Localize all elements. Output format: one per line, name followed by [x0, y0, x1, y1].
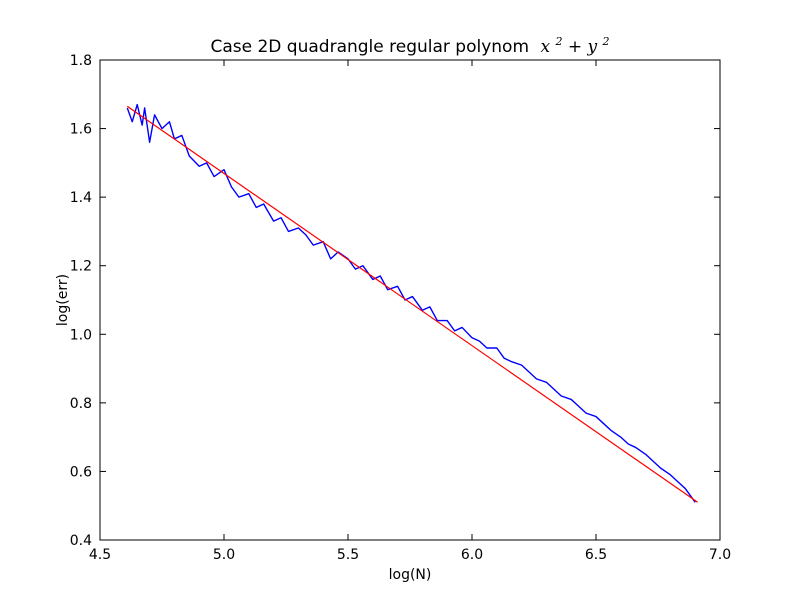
x-tick-label: 6.5	[585, 547, 607, 563]
chart-title-math-x: x	[540, 37, 550, 57]
plot-series	[126, 103, 699, 503]
x-tick-label: 5.0	[213, 547, 235, 563]
y-tick-label: 0.8	[70, 396, 92, 412]
x-tick-label: 5.5	[337, 547, 359, 563]
plot-frame	[99, 59, 721, 541]
x-axis-ticks: 4.5 5.0 5.5 6.0 6.5 7.0	[89, 60, 731, 563]
y-tick-label: 1.8	[70, 53, 92, 69]
data-line-series	[126, 103, 696, 503]
y-tick-label: 1.6	[70, 122, 92, 138]
y-tick-label: 0.4	[70, 533, 92, 549]
x-tick-label: 6.0	[461, 547, 483, 563]
y-axis-label: log(err)	[55, 274, 71, 326]
chart-title-math-exp-x: 2	[554, 35, 562, 48]
x-tick-label: 4.5	[89, 547, 111, 563]
chart-title-math-exp-y: 2	[602, 35, 610, 48]
y-axis-ticks: 0.4 0.6 0.8 1.0 1.2 1.4 1.6 1.8	[70, 53, 720, 549]
chart-title-math-op: +	[568, 37, 588, 57]
x-tick-label: 7.0	[709, 547, 731, 563]
chart-title-text: Case 2D quadrangle regular polynom	[210, 37, 529, 57]
y-tick-label: 1.0	[70, 327, 92, 343]
fit-line-series	[126, 105, 699, 503]
chart-title: Case 2D quadrangle regular polynom x 2 +…	[210, 30, 609, 57]
chart-title-math-y: y	[587, 37, 598, 57]
y-tick-label: 1.4	[70, 190, 92, 206]
x-axis-label: log(N)	[389, 567, 432, 583]
y-tick-label: 1.2	[70, 259, 92, 275]
y-tick-label: 0.6	[70, 464, 92, 480]
